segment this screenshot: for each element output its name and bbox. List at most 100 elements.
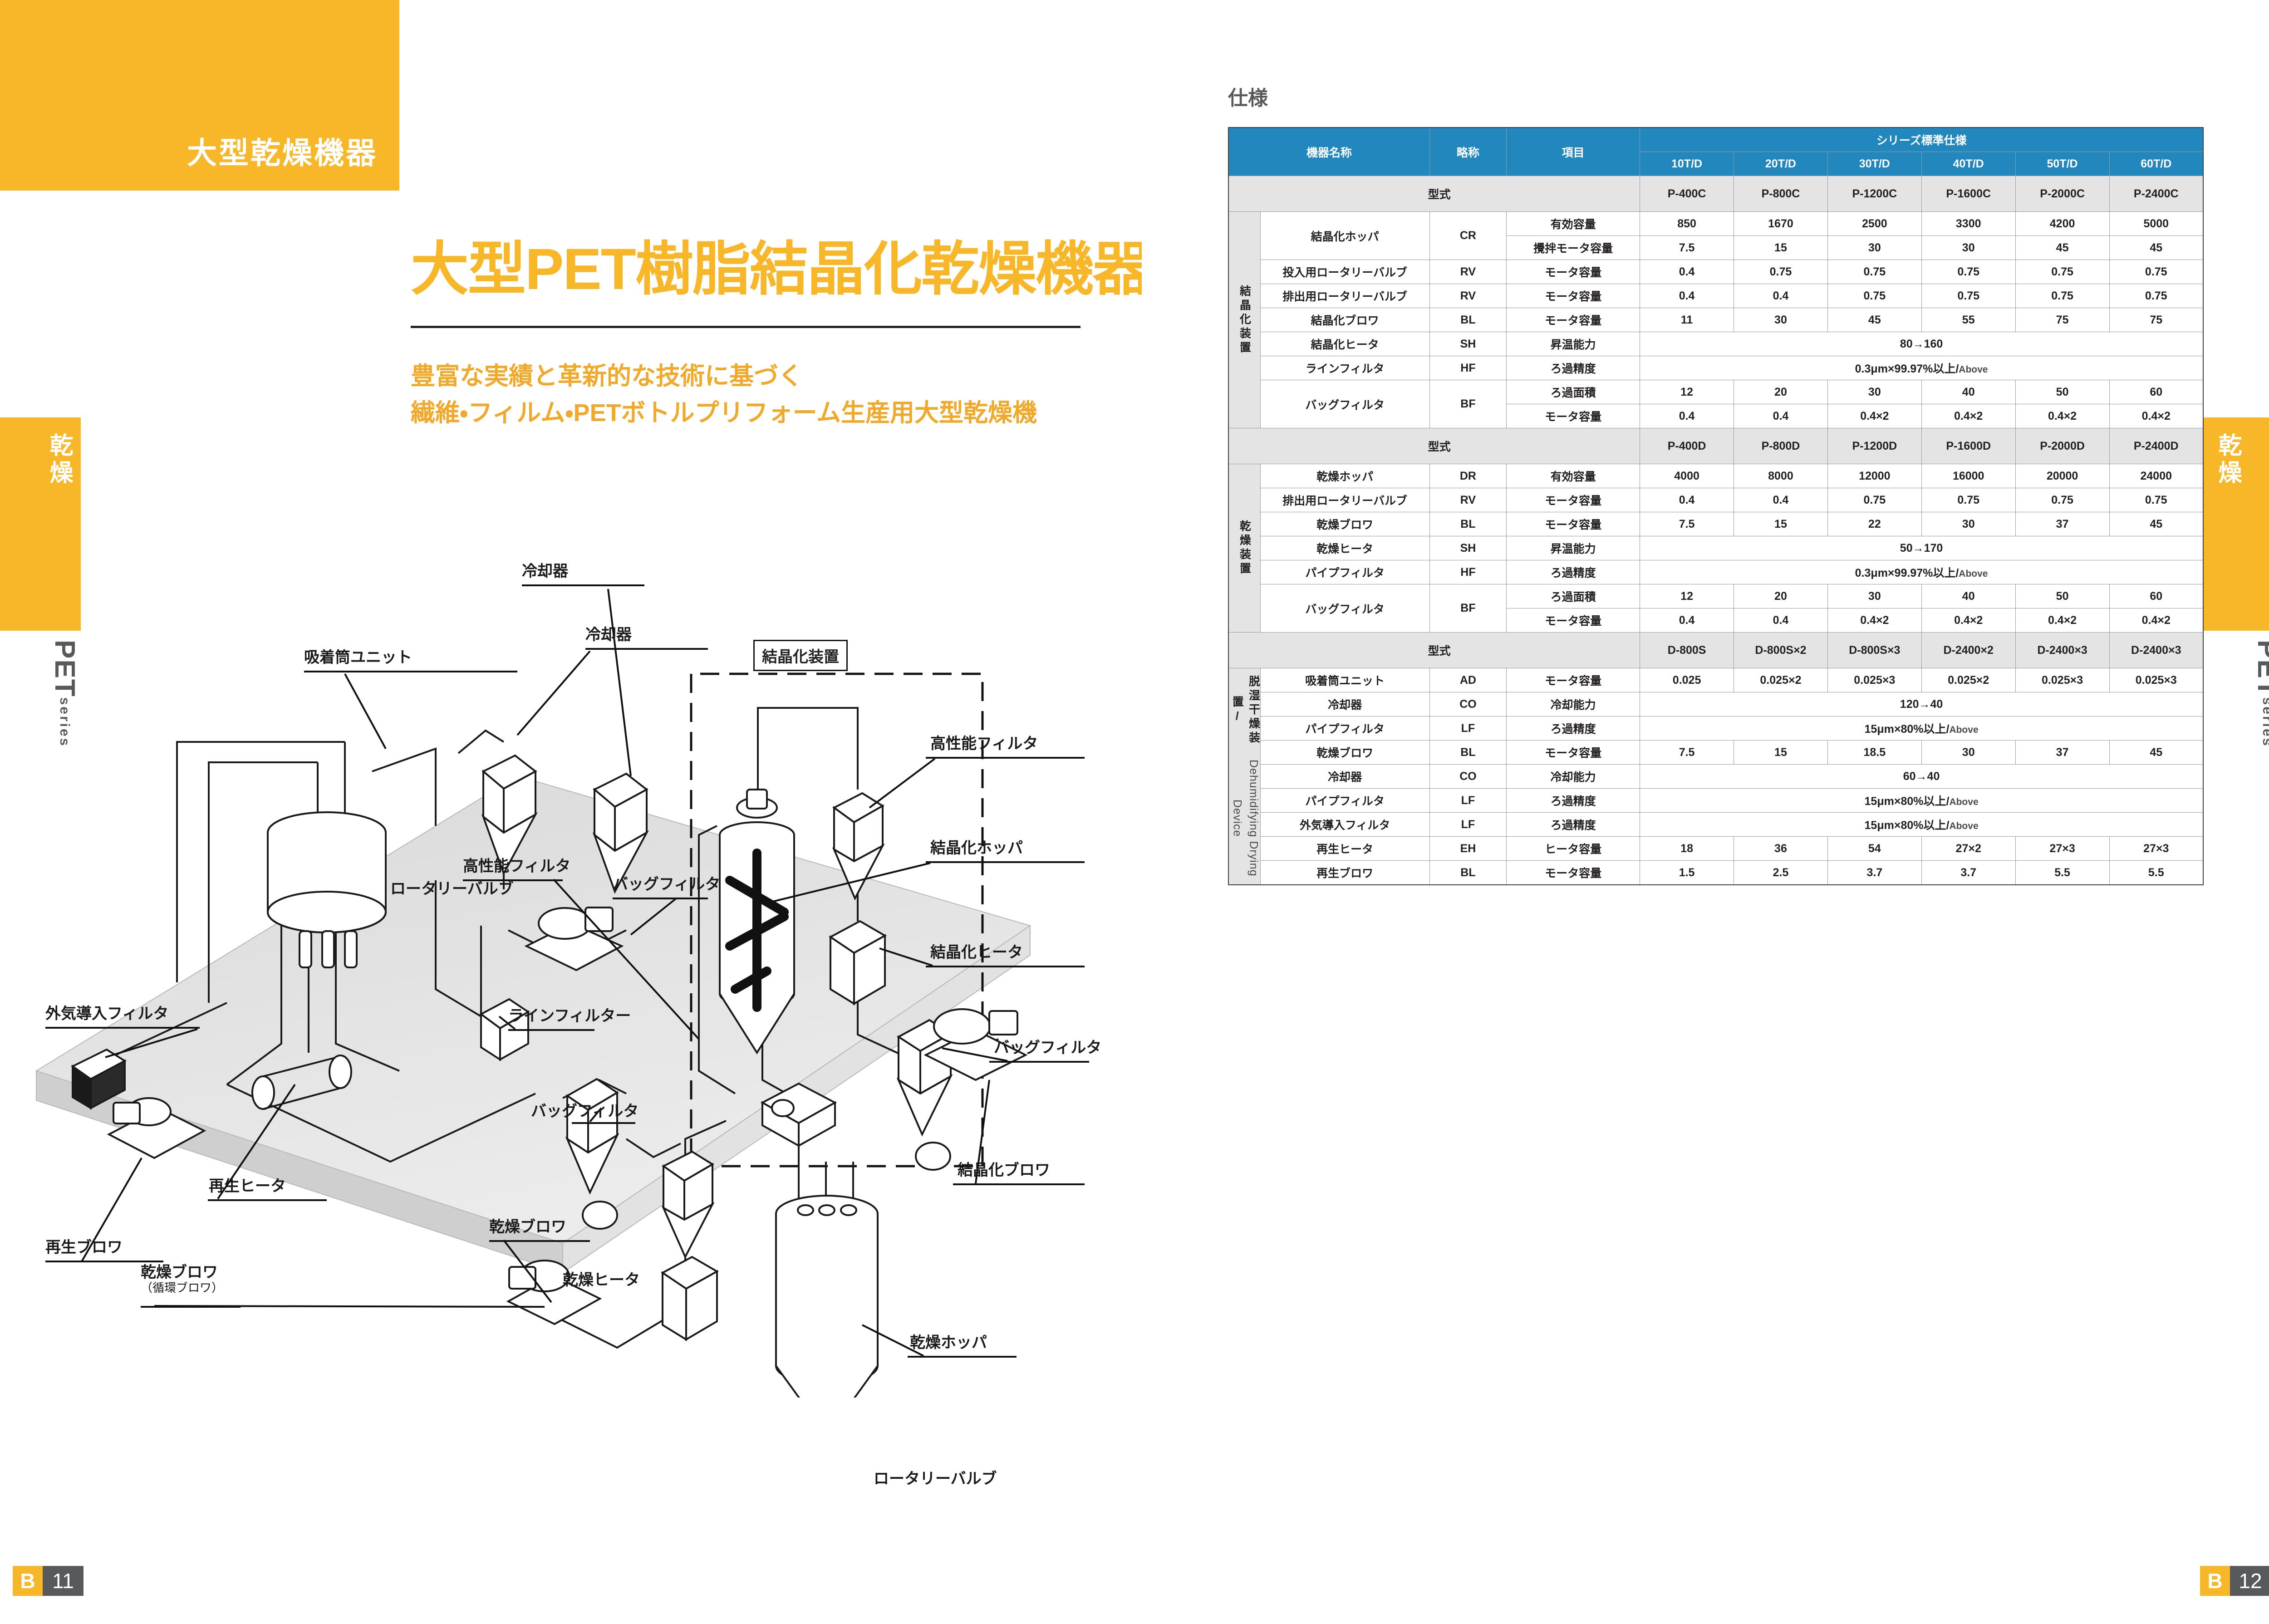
spec-item: 攪拌モータ容量	[1506, 236, 1640, 260]
spec-value: 40	[1921, 584, 2016, 608]
folio-right: B 12	[2200, 1566, 2269, 1596]
spec-value: 0.75	[2109, 488, 2204, 512]
spec-item: ろ過精度	[1506, 716, 1640, 741]
diagram-label-drying-blower-circ: 乾燥ブロワ （循環ブロワ）	[141, 1264, 223, 1295]
agitator-icon	[725, 849, 789, 1012]
diagram-label-drying-blower-circ-sub: （循環ブロワ）	[141, 1281, 224, 1295]
equipment-abbr: BF	[1429, 380, 1507, 428]
table-row: パイプフィルタ HF ろ過精度 0.3μm×99.97%以上/Above	[1228, 560, 2204, 584]
side-pet-main: PET	[49, 640, 80, 697]
diagram-label-hp-filter-2: 高性能フィルタ	[463, 858, 571, 875]
table-row: 乾燥ブロワ BL モータ容量 7.5 15 22 30 37 45	[1228, 512, 2204, 536]
spec-value: 0.4	[1640, 608, 1734, 633]
spec-value: 45	[2109, 236, 2204, 260]
spec-value: 50	[2015, 584, 2110, 608]
spec-table-head: 機器名称 略称 項目 シリーズ標準仕様 10T/D 20T/D 30T/D 40…	[1228, 127, 2204, 176]
spec-value: 2.5	[1734, 860, 1828, 885]
spec-value: 4200	[2015, 211, 2110, 236]
spec-value: 20	[1734, 584, 1828, 608]
model-value: D-2400×2	[1921, 632, 2016, 668]
spec-value: 0.75	[1921, 260, 2016, 284]
spec-value: 18	[1640, 836, 1734, 861]
group-label-cell: 脱湿干燥装置/Dehumidifying Drying Device	[1228, 668, 1261, 885]
spec-value: 850	[1640, 211, 1734, 236]
title-divider	[411, 326, 1080, 328]
equipment-name: ラインフィルタ	[1260, 356, 1430, 380]
diagram-svg	[35, 584, 1089, 1515]
spec-span-value: 15μm×80%以上/Above	[1640, 788, 2204, 813]
spec-value: 45	[2015, 236, 2110, 260]
spec-item: 昇温能力	[1506, 332, 1640, 356]
spec-value: 0.4	[1640, 488, 1734, 512]
table-row: 脱湿干燥装置/Dehumidifying Drying Device 吸着筒ユニッ…	[1228, 668, 2204, 885]
spec-value: 0.75	[2109, 284, 2204, 308]
spec-title: 仕様	[1228, 87, 1268, 109]
equipment-name: パイプフィルタ	[1260, 716, 1430, 741]
leader-lines	[45, 584, 1089, 1494]
spec-value: 2500	[1827, 211, 1922, 236]
adsorber-unit-icon	[267, 811, 387, 968]
cooler-icon-2	[592, 772, 649, 894]
spec-span-value: 50→170	[1640, 536, 2204, 560]
corner-banner: 大型乾燥機器	[0, 0, 399, 191]
diagram-label-cooler-1: 冷却器	[585, 626, 632, 643]
spec-value: 8000	[1734, 464, 1828, 488]
model-value: P-1600D	[1921, 428, 2016, 464]
spec-value: 0.75	[2109, 260, 2204, 284]
spec-item: モータ容量	[1506, 488, 1640, 512]
th-series-spec: シリーズ標準仕様	[1640, 127, 2204, 152]
model-value: P-1200D	[1827, 428, 1922, 464]
spec-section: 仕様 機器名称 略称 項目 シリーズ標準仕様 10T/D 20T/D 30T/D	[1228, 82, 2222, 885]
spec-value: 0.025×3	[2015, 668, 2110, 692]
spec-value: 20000	[2015, 464, 2110, 488]
th-cap-3: 40T/D	[1921, 152, 2016, 176]
folio-right-number: 12	[2230, 1566, 2269, 1596]
spec-value: 0.75	[2015, 488, 2110, 512]
equipment-name: 冷却器	[1260, 764, 1430, 789]
spec-value: 1670	[1734, 211, 1828, 236]
equipment-abbr: BL	[1429, 740, 1507, 765]
diagram-label-regen-blower: 再生ブロワ	[45, 1239, 123, 1256]
model-value: P-2400D	[2109, 428, 2204, 464]
side-pet-left: PETseries	[0, 640, 81, 876]
equipment-abbr: LF	[1429, 812, 1507, 837]
spec-value: 40	[1921, 380, 2016, 404]
equipment-name: 吸着筒ユニット	[1260, 668, 1430, 692]
spec-value: 0.4×2	[1921, 404, 2016, 428]
spec-value: 5.5	[2109, 860, 2204, 885]
equipment-name: 排出用ロータリーバルブ	[1260, 284, 1430, 308]
table-row: 攪拌モータ容量 7.5 15 30 30 45 45	[1228, 236, 2204, 260]
spec-value: 36	[1734, 836, 1828, 861]
equipment-name: パイプフィルタ	[1260, 560, 1430, 584]
table-row: 排出用ロータリーバルブ RV モータ容量 0.4 0.4 0.75 0.75 0.75 0.75	[1228, 488, 2204, 512]
spec-item: 冷却能力	[1506, 764, 1640, 789]
spec-item: モータ容量	[1506, 284, 1640, 308]
diagram-label-adsorber: 吸着筒ユニット	[304, 649, 412, 666]
spec-item: ろ過精度	[1506, 356, 1640, 380]
equipment-abbr: EH	[1429, 836, 1507, 861]
th-abbr: 略称	[1429, 127, 1507, 176]
left-page: 大型乾燥機器 乾燥 PETseries 大型PET樹脂結晶化乾燥機器 豊富な実績…	[0, 0, 1151, 1596]
spec-item: モータ容量	[1506, 668, 1640, 692]
equipment-abbr: BF	[1429, 584, 1507, 633]
spec-value: 45	[2109, 740, 2204, 765]
equipment-name: 結晶化ブロワ	[1260, 308, 1430, 332]
equipment-name: 外気導入フィルタ	[1260, 812, 1430, 837]
table-row: 乾燥ブロワ BL モータ容量 7.5 15 18.5 30 37 45	[1228, 740, 2204, 765]
spec-value: 4000	[1640, 464, 1734, 488]
spec-value: 0.4	[1734, 488, 1828, 512]
spec-item: モータ容量	[1506, 404, 1640, 428]
model-value: D-2400×3	[2015, 632, 2110, 668]
equipment-abbr: CR	[1429, 211, 1507, 260]
equipment-abbr: BL	[1429, 308, 1507, 332]
spec-span-value-above: Above	[1949, 821, 1979, 831]
diagram-label-drying-heater: 乾燥ヒータ	[563, 1271, 640, 1289]
spec-value: 27×2	[1921, 836, 2016, 861]
table-row: 乾燥装置 乾燥ホッパ DR 有効容量 4000 8000 12000 16000 20000 24…	[1228, 464, 2204, 633]
spec-value: 0.025×3	[1827, 668, 1922, 692]
equipment-name: パイプフィルタ	[1260, 788, 1430, 813]
group-label: 乾燥装置	[1238, 520, 1251, 576]
table-row: 冷却器 CO 冷却能力 60→40	[1228, 764, 2204, 789]
side-tab-left: 乾燥	[0, 417, 81, 631]
equipment-name: バッグフィルタ	[1260, 584, 1430, 633]
